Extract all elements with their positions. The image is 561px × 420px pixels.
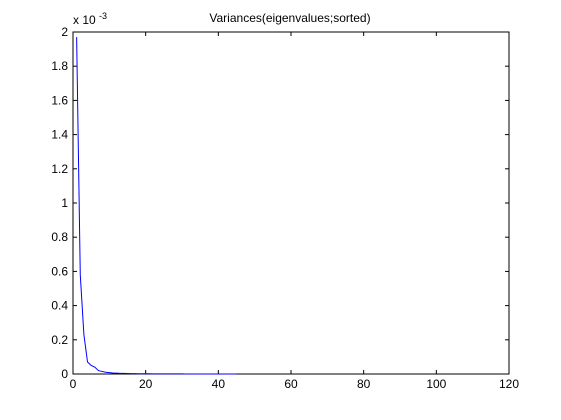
y-tick-label: 0.6 xyxy=(51,264,68,278)
y-exponent-label: x 10 -3 xyxy=(73,11,107,27)
y-tick-label: 2 xyxy=(61,25,68,39)
y-tick-label: 1.8 xyxy=(51,59,68,73)
y-exponent-base: x 10 xyxy=(73,13,96,27)
plot-area xyxy=(72,31,510,375)
x-tick-label: 60 xyxy=(284,377,298,391)
y-tick-label: 0.8 xyxy=(51,230,68,244)
y-tick-label: 0.2 xyxy=(51,333,68,347)
axis-tick-labels: 0 20 40 60 80 100 120 0 0.2 0.4 0.6 0.8 1 1.2 1.4 1.6 1.… xyxy=(51,25,519,391)
x-tick-label: 40 xyxy=(212,377,226,391)
chart-title: Variances(eigenvalues;sorted) xyxy=(209,11,370,25)
y-tick-label: 0.4 xyxy=(51,299,68,313)
x-tick-label: 0 xyxy=(70,377,77,391)
x-tick-label: 80 xyxy=(357,377,371,391)
y-tick-label: 1.6 xyxy=(51,93,68,107)
variance-series-line xyxy=(76,37,237,375)
y-exponent-power: -3 xyxy=(99,11,107,21)
y-tick-label: 1.2 xyxy=(51,162,68,176)
x-tick-label: 100 xyxy=(426,377,446,391)
y-tick-label: 1 xyxy=(61,196,68,210)
y-tick-label: 1.4 xyxy=(51,128,68,142)
x-tick-label: 120 xyxy=(499,377,519,391)
x-tick-label: 20 xyxy=(139,377,153,391)
y-tick-label: 0 xyxy=(61,367,68,381)
